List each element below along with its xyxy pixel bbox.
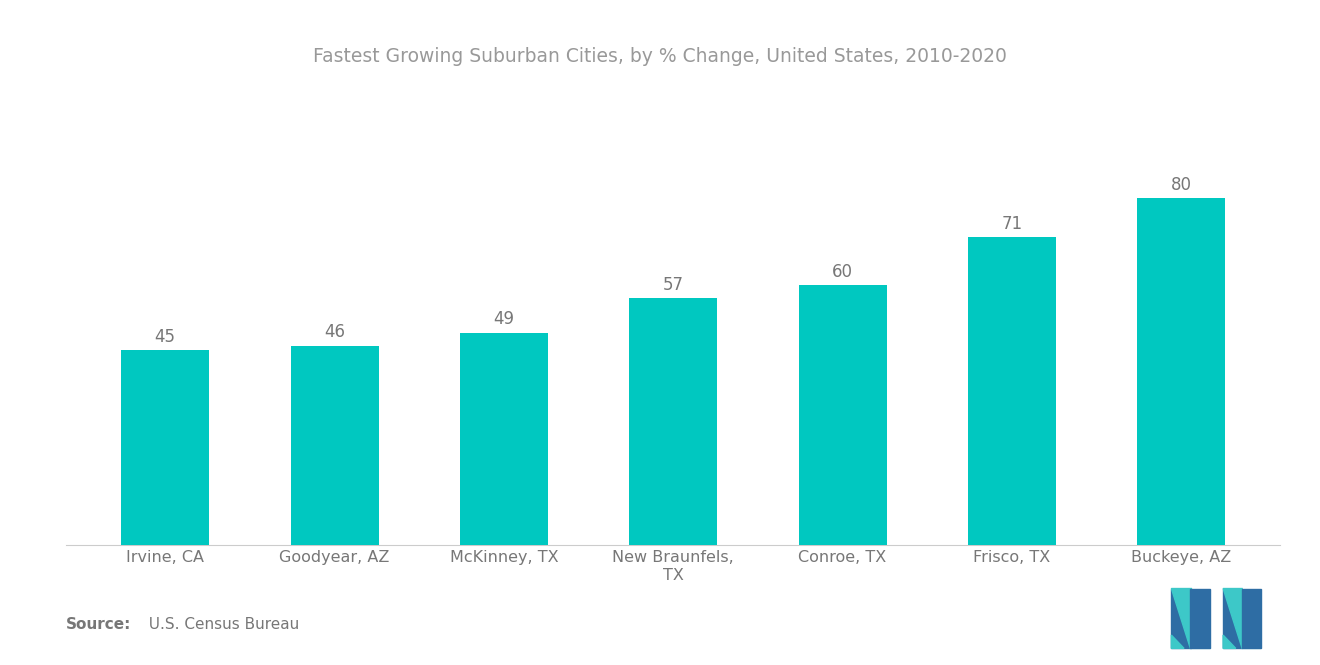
Text: 60: 60 bbox=[832, 263, 853, 281]
Bar bbox=[799, 285, 887, 545]
Bar bbox=[1137, 198, 1225, 545]
Polygon shape bbox=[1191, 589, 1210, 648]
Text: Source:: Source: bbox=[66, 616, 132, 632]
Polygon shape bbox=[1224, 589, 1261, 648]
Text: Fastest Growing Suburban Cities, by % Change, United States, 2010-2020: Fastest Growing Suburban Cities, by % Ch… bbox=[313, 47, 1007, 66]
Bar bbox=[630, 298, 717, 545]
Text: 57: 57 bbox=[663, 275, 684, 293]
Polygon shape bbox=[1242, 589, 1261, 648]
Bar bbox=[121, 350, 210, 545]
Bar bbox=[459, 332, 548, 545]
Text: 45: 45 bbox=[154, 328, 176, 346]
Polygon shape bbox=[1171, 589, 1210, 648]
Polygon shape bbox=[1171, 589, 1192, 648]
Bar bbox=[290, 346, 379, 545]
Text: 80: 80 bbox=[1171, 176, 1192, 194]
Text: U.S. Census Bureau: U.S. Census Bureau bbox=[139, 616, 298, 632]
Text: 46: 46 bbox=[323, 323, 345, 341]
Text: 71: 71 bbox=[1002, 215, 1023, 233]
Polygon shape bbox=[1171, 635, 1184, 648]
Polygon shape bbox=[1224, 635, 1236, 648]
Bar bbox=[968, 237, 1056, 545]
Text: 49: 49 bbox=[494, 311, 515, 329]
Polygon shape bbox=[1224, 589, 1242, 648]
